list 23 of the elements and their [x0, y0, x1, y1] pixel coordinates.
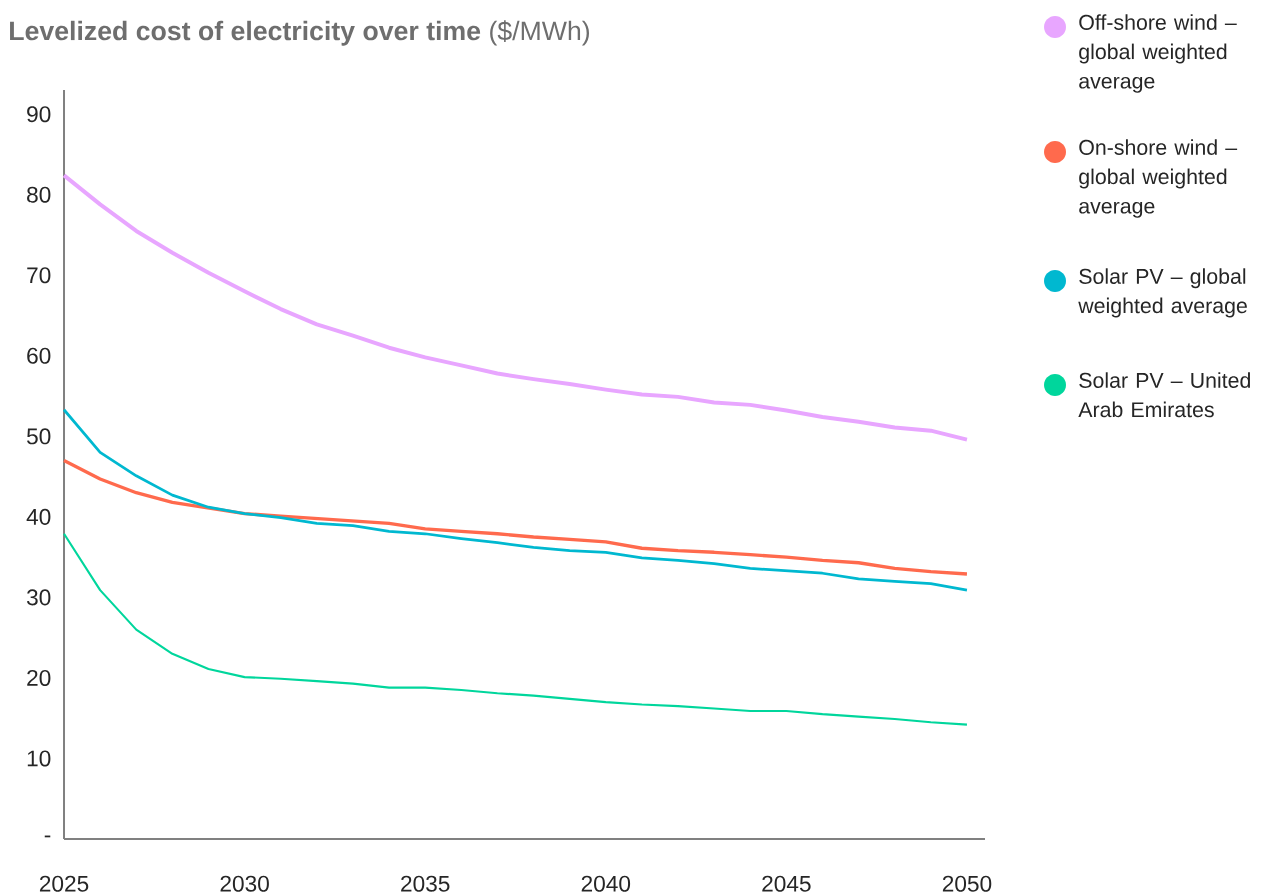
- y-tick-label: 40: [26, 508, 51, 525]
- y-tick-label: 60: [27, 347, 51, 364]
- legend-label: Off-shore wind – global weighted average: [1079, 14, 1237, 93]
- y-tick-label: 90: [27, 106, 51, 123]
- legend-label: Solar PV – United Arab Emirates: [1078, 372, 1250, 418]
- legend-label: Solar PV – global weighted average: [1078, 268, 1247, 318]
- y-tick-label: 70: [27, 267, 51, 284]
- y-tick-label: 20: [27, 669, 51, 686]
- legend-label: On-shore wind – global weighted average: [1079, 139, 1238, 218]
- y-tick-label: 80: [27, 186, 51, 203]
- x-tick-label: 2050: [942, 875, 992, 892]
- x-tick-label: 2025: [39, 875, 89, 892]
- x-tick-label: 2045: [762, 875, 811, 892]
- x-tick-label: 2040: [581, 875, 631, 892]
- y-tick-label: -: [44, 835, 51, 838]
- y-tick-label: 10: [27, 750, 51, 767]
- line-series: [62, 532, 969, 726]
- x-tick-label: 2030: [220, 875, 269, 892]
- y-tick-label: 50: [26, 428, 51, 445]
- chart-title: Levelized cost of electricity over time ($/MWh): [10, 20, 590, 46]
- y-tick-label: 30: [26, 589, 51, 606]
- x-tick-label: 2035: [401, 875, 450, 892]
- line-series: [62, 173, 969, 442]
